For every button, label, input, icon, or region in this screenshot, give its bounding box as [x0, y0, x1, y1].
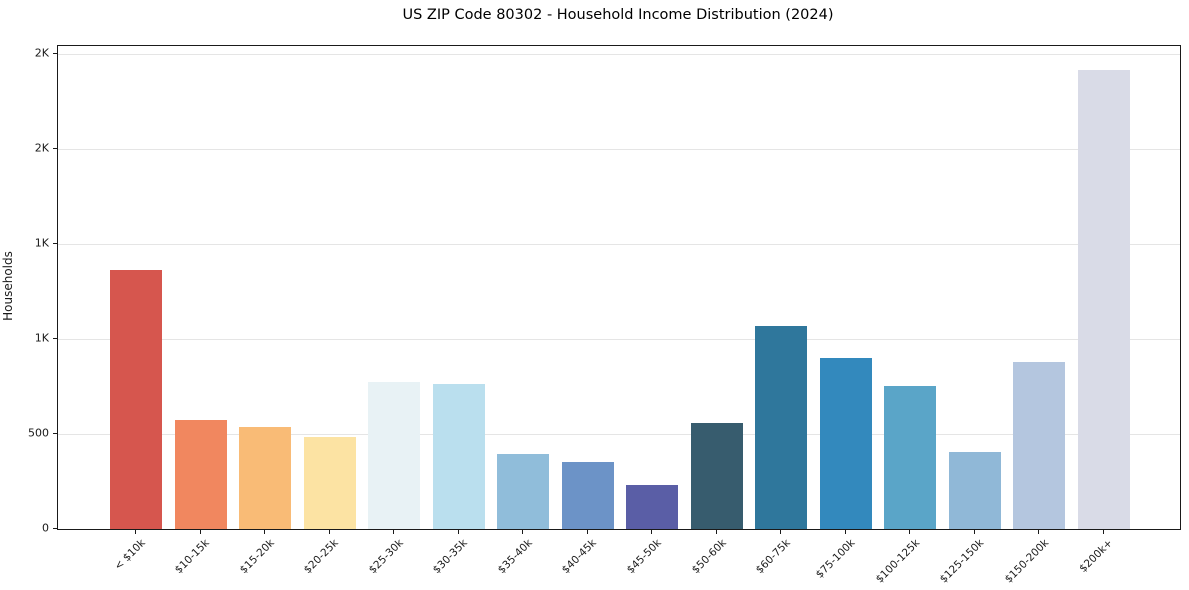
bar-$25-30k [368, 381, 421, 529]
x-tick-mark [715, 530, 717, 534]
x-tick-mark [844, 530, 846, 534]
x-tick-mark [328, 530, 330, 534]
x-tick-mark [1103, 530, 1104, 534]
bar-$150-200k [1013, 361, 1066, 529]
bar-$200k+ [1078, 69, 1130, 529]
x-tick-mark [780, 530, 782, 534]
bar-$100-125k [884, 386, 937, 529]
bar-$35-40k [497, 453, 550, 529]
x-tick-label: $50-60k [689, 537, 729, 577]
x-tick-label: $60-75k [753, 537, 793, 577]
chart-title: US ZIP Code 80302 - Household Income Dis… [402, 7, 834, 23]
x-tick-mark [651, 530, 653, 534]
y-tick-label: 1K [34, 236, 49, 250]
x-tick-label: $200k+ [1077, 537, 1116, 575]
bar-$45-50k [626, 485, 679, 529]
x-tick-mark [586, 530, 588, 534]
x-tick-label: $40-45k [560, 537, 600, 577]
bar-$20-25k [303, 436, 356, 529]
bar-$125-150k [948, 452, 1001, 529]
y-tick-mark [53, 528, 57, 529]
x-tick-mark [199, 530, 201, 534]
x-tick-label: $25-30k [366, 537, 406, 577]
gridline-y-2000 [58, 148, 1180, 150]
x-tick-mark [522, 530, 524, 534]
x-tick-mark [909, 530, 911, 534]
x-tick-label: $10-15k [172, 537, 213, 577]
y-tick-label: 500 [28, 426, 49, 440]
bar-$10-15k [174, 419, 227, 529]
plot-area [57, 45, 1181, 530]
y-axis-label: Households [1, 251, 15, 321]
x-tick-label: $15-20k [237, 537, 277, 577]
x-tick-label: $30-35k [431, 537, 471, 577]
x-tick-label: $20-25k [301, 537, 342, 577]
x-tick-label: $35-40k [495, 537, 535, 577]
x-tick-mark [1038, 530, 1040, 534]
bar-$30-35k [432, 384, 485, 529]
bar-< $10k [110, 270, 162, 529]
bar-$50-60k [690, 422, 743, 529]
x-tick-mark [973, 530, 975, 534]
y-tick-mark [53, 242, 57, 244]
y-tick-label: 1K [34, 331, 49, 345]
x-tick-label: $125-150k [937, 537, 987, 586]
x-tick-mark [457, 530, 459, 534]
y-tick-mark [53, 432, 57, 434]
bar-$40-45k [561, 461, 614, 529]
gridline-y-2500 [58, 53, 1180, 55]
gridline-y-500 [58, 433, 1180, 435]
y-tick-label: 2K [34, 141, 49, 155]
x-tick-label: $100-125k [873, 537, 922, 586]
x-tick-mark [135, 530, 136, 534]
bar-$15-20k [239, 427, 292, 529]
y-tick-label: 2K [34, 46, 49, 60]
x-tick-mark [264, 530, 266, 534]
gridline-y-1000 [58, 338, 1180, 340]
y-tick-mark [53, 52, 57, 54]
x-tick-mark [393, 530, 395, 534]
x-tick-label: $75-100k [813, 537, 858, 581]
x-tick-label: < $10k [111, 537, 148, 573]
y-tick-mark [53, 337, 57, 339]
x-tick-label: $45-50k [624, 537, 664, 577]
bar-$60-75k [755, 326, 808, 529]
x-tick-label: $150-200k [1002, 537, 1051, 586]
gridline-y-1500 [58, 243, 1180, 245]
y-tick-label: 0 [42, 521, 49, 535]
bar-$75-100k [819, 357, 872, 529]
y-tick-mark [53, 147, 57, 149]
